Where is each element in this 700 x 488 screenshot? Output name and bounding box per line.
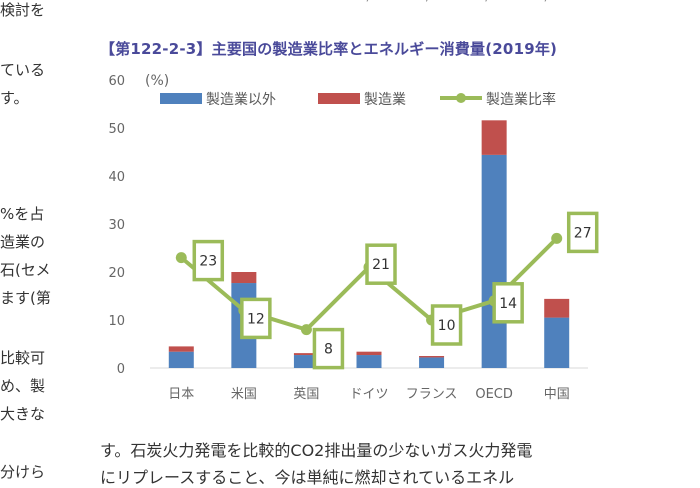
data-label-box	[365, 243, 397, 285]
y-tick-label: 40	[108, 170, 125, 185]
bar-manufacturing	[356, 351, 382, 356]
left-text-fragment: 石(セメ	[0, 261, 51, 279]
y-tick-label: 0	[117, 362, 125, 377]
y-tick-label: 50	[108, 122, 125, 137]
left-text-fragment: 造業の	[0, 233, 46, 251]
legend-label: 製造業比率	[486, 91, 556, 108]
data-label: 10	[438, 318, 456, 334]
y-tick-label: 30	[108, 218, 125, 233]
bar-non-manufacturing	[356, 355, 382, 368]
left-text-fragment: 検討を	[0, 1, 46, 19]
chart-title: 【第122-2-3】主要国の製造業比率とエネルギー消費量(2019年)	[100, 40, 558, 58]
bar-non-manufacturing	[168, 351, 194, 368]
y-tick-label: 60	[108, 74, 125, 89]
data-label: 8	[324, 342, 333, 358]
left-text-column: 検討をているす。 %を占造業の石(セメます(第比較可め、製大きな分けら	[0, 0, 60, 480]
body-text-line-2: にリプレースすること、今は単純に燃却されているエネル	[100, 468, 515, 487]
bar-manufacturing	[544, 298, 570, 318]
data-label-box	[566, 211, 599, 254]
bar-manufacturing	[231, 272, 257, 284]
data-label-box	[492, 282, 524, 324]
bar-manufacturing	[293, 353, 319, 356]
x-tick-label: フランス	[406, 387, 458, 402]
line-point	[551, 232, 563, 244]
bar-manufacturing	[168, 346, 194, 352]
bar-non-manufacturing	[544, 317, 570, 368]
left-text-fragment: 比較可	[0, 349, 46, 367]
left-text-fragment: ている	[0, 61, 46, 79]
data-label: 23	[199, 254, 217, 270]
x-tick-label: ドイツ	[349, 387, 388, 402]
x-tick-label: OECD	[475, 387, 513, 402]
data-label-box	[430, 304, 463, 346]
left-text-fragment: 大きな	[0, 405, 46, 423]
x-tick-label: 日本	[168, 387, 194, 402]
data-label: 12	[247, 311, 265, 327]
data-label: 21	[372, 257, 390, 273]
legend-label: 製造業	[364, 92, 406, 108]
bar-manufacturing	[481, 120, 507, 155]
body-text-line-1: す。石炭火力発電を比較的CO2排出量の少ないガス火力発電	[100, 441, 533, 460]
left-text-fragment: ます(第	[0, 289, 51, 307]
data-label: 14	[499, 296, 517, 312]
left-text-fragment: す。	[0, 89, 29, 107]
legend-swatch	[160, 93, 202, 104]
left-text-fragment: 分けら	[0, 463, 46, 480]
x-tick-label: 米国	[231, 387, 257, 402]
left-text-fragment: め、製	[0, 377, 46, 395]
y-tick-label: 20	[108, 266, 125, 281]
bar-non-manufacturing	[419, 357, 445, 368]
line-point	[175, 252, 187, 264]
previous-chart-axis-fragment: 0 500 1,000 1,500 2,000 2,500	[280, 0, 573, 4]
left-text-fragment: %を占	[0, 205, 45, 223]
legend-marker	[456, 93, 466, 103]
bar-non-manufacturing	[481, 154, 507, 368]
legend-swatch	[318, 93, 360, 104]
data-label-box	[240, 297, 272, 340]
x-tick-label: 中国	[544, 387, 570, 402]
legend-label: 製造業以外	[206, 92, 276, 108]
data-label-box	[192, 239, 225, 282]
data-label-box	[312, 327, 345, 370]
x-tick-label: 英国	[293, 387, 319, 402]
y-axis-unit-label: (%)	[145, 73, 169, 89]
y-tick-label: 10	[108, 314, 125, 329]
data-label: 27	[574, 225, 592, 241]
line-point	[300, 324, 312, 336]
bar-manufacturing	[419, 356, 445, 358]
